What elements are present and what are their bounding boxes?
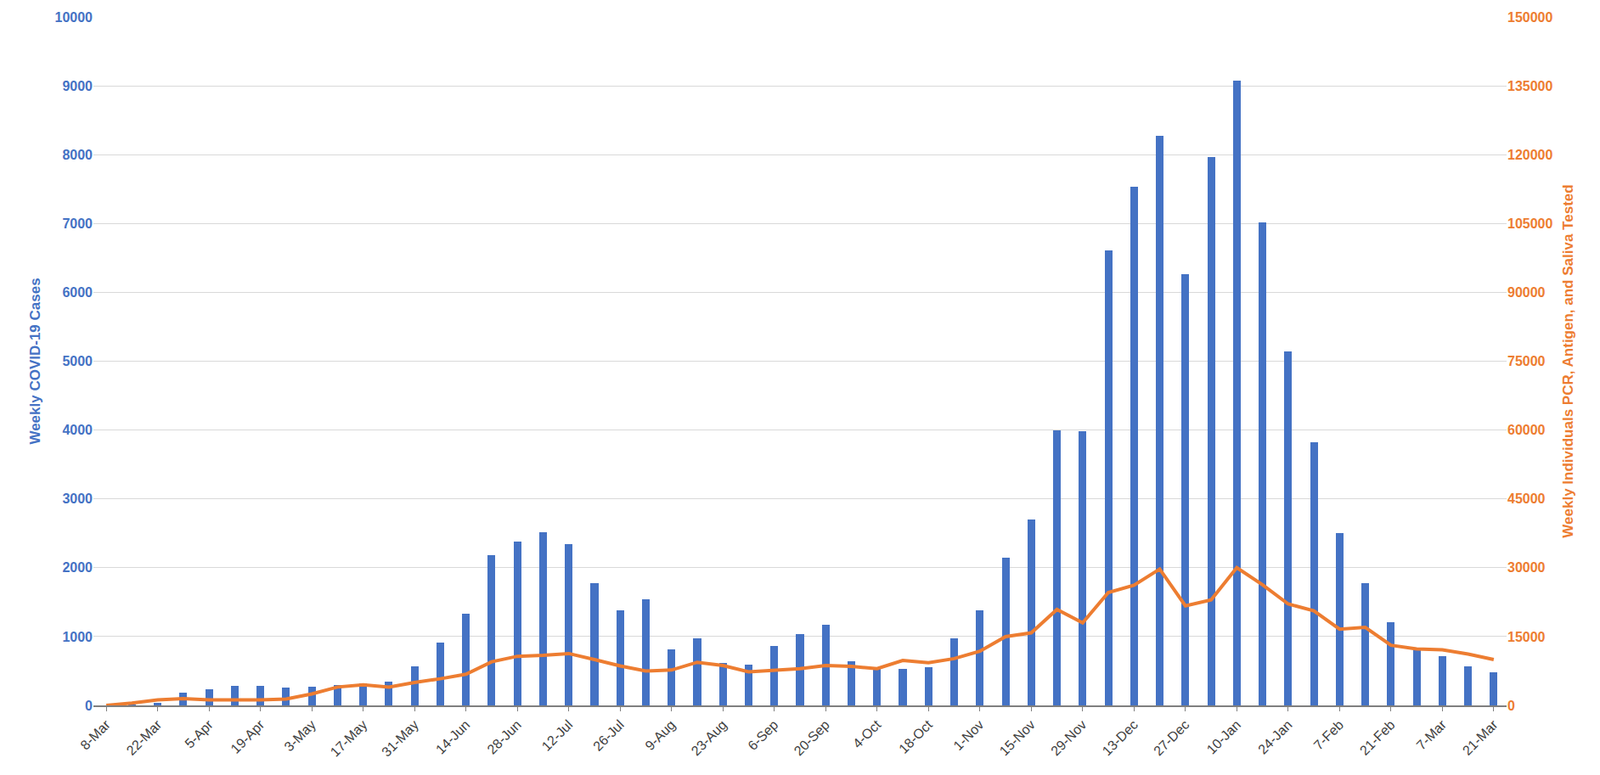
svg-text:0: 0 [84,698,93,714]
svg-text:150000: 150000 [1507,10,1553,25]
svg-text:2000: 2000 [61,560,93,575]
svg-text:12-Jul: 12-Jul [539,717,576,755]
svg-text:13-Dec: 13-Dec [1099,717,1141,759]
svg-text:26-Jul: 26-Jul [590,717,627,755]
svg-text:105000: 105000 [1507,216,1553,231]
svg-text:5-Apr: 5-Apr [181,716,216,751]
svg-text:Weekly COVID-19 Cases: Weekly COVID-19 Cases [27,277,44,445]
svg-text:90000: 90000 [1507,285,1546,300]
svg-text:3000: 3000 [61,491,93,507]
svg-text:18-Oct: 18-Oct [895,717,936,757]
svg-text:15000: 15000 [1507,630,1546,645]
svg-text:9-Aug: 9-Aug [642,717,678,754]
svg-text:60000: 60000 [1507,422,1546,438]
svg-text:30000: 30000 [1507,560,1546,575]
svg-text:7-Mar: 7-Mar [1414,716,1450,753]
svg-text:1000: 1000 [61,630,93,645]
svg-text:120000: 120000 [1507,147,1553,163]
svg-text:4-Oct: 4-Oct [850,717,885,752]
svg-text:20-Sep: 20-Sep [791,717,834,760]
svg-text:7-Feb: 7-Feb [1311,717,1347,754]
svg-text:15-Nov: 15-Nov [997,717,1038,759]
svg-text:8-Mar: 8-Mar [77,716,113,753]
svg-text:8000: 8000 [61,147,93,163]
svg-text:0: 0 [1507,698,1516,714]
svg-text:29-Nov: 29-Nov [1047,717,1089,759]
svg-text:135000: 135000 [1507,78,1553,94]
svg-text:21-Feb: 21-Feb [1357,717,1398,759]
svg-text:75000: 75000 [1507,354,1546,369]
svg-text:31-May: 31-May [378,717,422,761]
svg-text:21-Mar: 21-Mar [1459,716,1501,758]
svg-text:4000: 4000 [61,422,93,438]
svg-text:23-Aug: 23-Aug [688,717,731,760]
svg-text:14-Jun: 14-Jun [433,717,474,758]
svg-text:27-Dec: 27-Dec [1150,717,1192,759]
svg-text:5000: 5000 [61,354,93,369]
svg-text:10000: 10000 [55,10,94,25]
svg-text:3-May: 3-May [281,717,318,755]
svg-text:22-Mar: 22-Mar [123,716,165,758]
svg-text:6-Sep: 6-Sep [744,717,781,754]
svg-text:45000: 45000 [1507,491,1546,507]
svg-text:9000: 9000 [61,78,93,94]
svg-text:10-Jan: 10-Jan [1203,717,1244,758]
svg-text:7000: 7000 [61,216,93,231]
svg-text:24-Jan: 24-Jan [1255,717,1296,758]
svg-text:1-Nov: 1-Nov [950,717,986,754]
svg-text:17-May: 17-May [327,717,371,761]
svg-text:Weekly Individuals PCR, Antige: Weekly Individuals PCR, Antigen, and Sal… [1560,184,1577,538]
svg-text:28-Jun: 28-Jun [484,717,524,758]
svg-text:6000: 6000 [61,285,93,300]
svg-text:19-Apr: 19-Apr [227,716,267,756]
